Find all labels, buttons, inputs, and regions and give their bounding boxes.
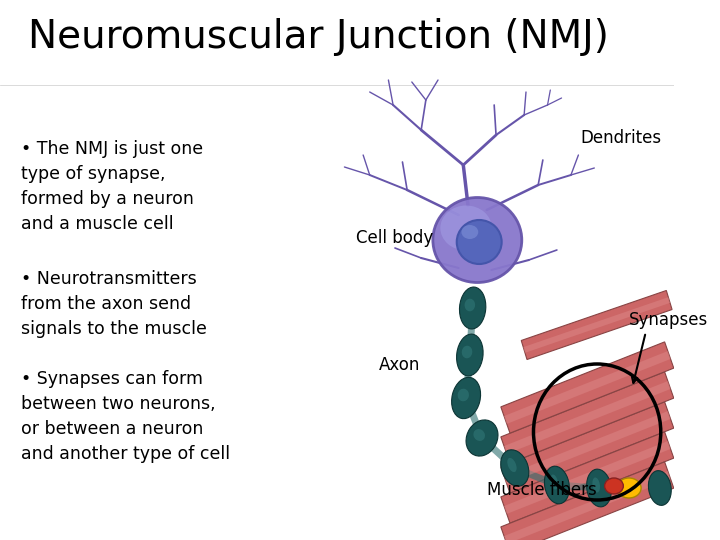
- Text: • The NMJ is just one
type of synapse,
formed by a neuron
and a muscle cell: • The NMJ is just one type of synapse, f…: [21, 140, 203, 233]
- Polygon shape: [504, 351, 670, 424]
- Ellipse shape: [462, 225, 478, 239]
- Polygon shape: [504, 411, 670, 484]
- Polygon shape: [501, 402, 674, 493]
- Text: Neuromuscular Junction (NMJ): Neuromuscular Junction (NMJ): [28, 18, 609, 56]
- Ellipse shape: [593, 477, 600, 492]
- Ellipse shape: [451, 377, 480, 418]
- Ellipse shape: [464, 299, 475, 311]
- Polygon shape: [501, 372, 674, 463]
- Text: Axon: Axon: [379, 356, 420, 374]
- Ellipse shape: [458, 389, 469, 401]
- Ellipse shape: [456, 220, 502, 264]
- Text: • Neurotransmitters
from the axon send
signals to the muscle: • Neurotransmitters from the axon send s…: [21, 270, 207, 338]
- Ellipse shape: [617, 478, 641, 498]
- Polygon shape: [504, 471, 670, 540]
- Ellipse shape: [462, 346, 472, 358]
- Ellipse shape: [474, 429, 485, 441]
- Polygon shape: [521, 291, 672, 360]
- Ellipse shape: [500, 450, 528, 486]
- Text: • Synapses can form
between two neurons,
or between a neuron
and another type of: • Synapses can form between two neurons,…: [21, 370, 230, 463]
- Text: Cell body: Cell body: [356, 229, 433, 247]
- Ellipse shape: [649, 471, 671, 505]
- Ellipse shape: [508, 458, 517, 472]
- Ellipse shape: [441, 206, 492, 251]
- Ellipse shape: [587, 469, 611, 507]
- Polygon shape: [501, 462, 674, 540]
- Ellipse shape: [682, 467, 703, 499]
- Ellipse shape: [466, 420, 498, 456]
- Polygon shape: [504, 441, 670, 514]
- Polygon shape: [501, 342, 674, 433]
- Ellipse shape: [456, 334, 483, 376]
- Text: Synapses: Synapses: [629, 311, 708, 329]
- Text: Muscle fibers: Muscle fibers: [487, 481, 596, 499]
- Ellipse shape: [550, 475, 558, 489]
- Ellipse shape: [459, 287, 486, 329]
- Ellipse shape: [433, 198, 522, 282]
- Polygon shape: [523, 297, 670, 353]
- Polygon shape: [501, 432, 674, 523]
- Ellipse shape: [544, 466, 570, 504]
- Polygon shape: [504, 381, 670, 454]
- Text: Dendrites: Dendrites: [580, 129, 662, 147]
- Ellipse shape: [605, 478, 624, 494]
